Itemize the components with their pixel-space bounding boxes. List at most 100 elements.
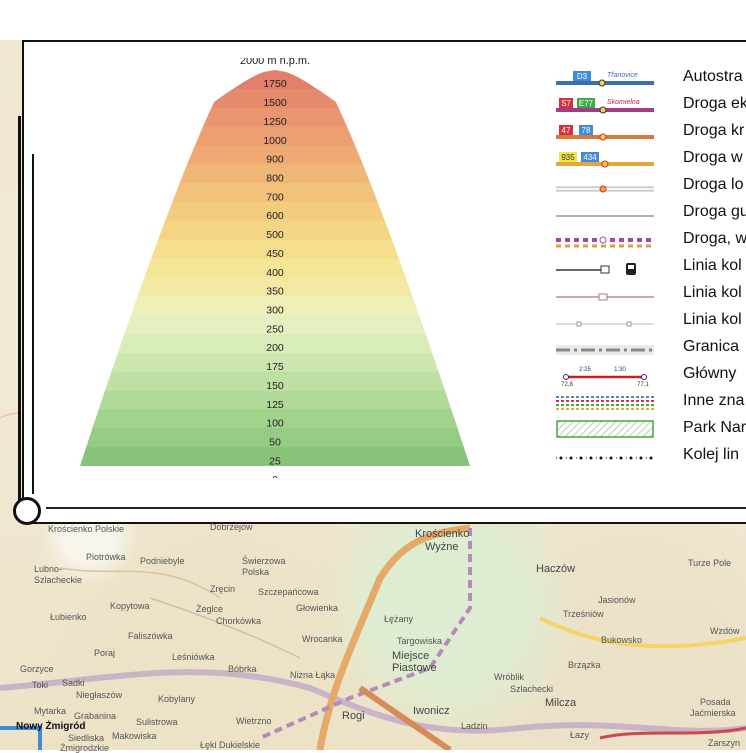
legend-label-railway-disused: Linia kol: [683, 311, 742, 328]
map-label[interactable]: Gorzyce: [20, 664, 54, 674]
map-label[interactable]: Łężany: [384, 614, 414, 624]
elevation-level-label: 500: [266, 229, 284, 241]
map-label[interactable]: Sulistrowa: [136, 717, 178, 727]
map-label[interactable]: Trześniów: [563, 609, 604, 619]
map-label[interactable]: Łęki Dukielskie: [200, 740, 261, 750]
legend-label-express-road: Droga ek: [683, 95, 746, 112]
map-label[interactable]: Targowiska: [397, 636, 443, 646]
legend-row-express-road: S7 E77 Skomielna Droga ek: [555, 91, 746, 117]
elevation-level-label: 125: [266, 399, 284, 411]
map-label[interactable]: Bukowsko: [601, 635, 643, 645]
map-label[interactable]: Sadki: [62, 678, 85, 688]
map-label[interactable]: Świerzowa: [242, 556, 286, 566]
map-label[interactable]: Leśniówka: [172, 652, 215, 662]
elevation-band: [80, 409, 470, 429]
elevation-band: [80, 371, 470, 392]
map-label[interactable]: Milcza: [545, 697, 577, 709]
map-label[interactable]: Bóbrka: [228, 664, 257, 674]
map-label[interactable]: Polska: [242, 567, 270, 577]
elevation-band: [80, 447, 470, 466]
elevation-level-label: 300: [266, 304, 284, 316]
elevation-band: [80, 258, 470, 278]
legend-label-local-road: Droga lo: [683, 176, 744, 193]
map-label[interactable]: Piotrówka: [86, 552, 126, 562]
elevation-level-label: 250: [266, 323, 284, 335]
map-label[interactable]: Kopytowa: [110, 601, 150, 611]
vertical-scale-bar-outer: [18, 116, 21, 512]
other-trails-symbol-icon: [556, 396, 654, 410]
map-label[interactable]: Niegłaszów: [76, 690, 123, 700]
map-label[interactable]: Iwonicz: [413, 705, 450, 717]
map-label[interactable]: Siedliska: [68, 733, 105, 743]
badge-s7-icon: [559, 98, 573, 108]
elevation-level-label: 100: [266, 418, 284, 430]
map-label[interactable]: Żmigrodzkie: [60, 743, 110, 753]
municipal-road-symbol-icon: [556, 215, 654, 217]
map-label[interactable]: Wrocanka: [302, 634, 343, 644]
railway-secondary-symbol-icon: [556, 293, 654, 301]
map-label[interactable]: Brzązka: [568, 660, 601, 670]
svg-text:2:25: 2:25: [579, 367, 591, 373]
legend-row-other-trails: Inne zna: [555, 388, 746, 414]
motorway-symbol-icon: D3 Třanovice: [556, 71, 654, 87]
map-label[interactable]: Zarszyn: [708, 738, 741, 748]
map-label[interactable]: Poraj: [94, 648, 116, 658]
map-label[interactable]: Lubno-: [34, 564, 63, 574]
map-label[interactable]: Nizna Łąka: [290, 670, 336, 680]
map-label[interactable]: Wzdów: [710, 626, 740, 636]
map-label[interactable]: Wróblik: [494, 672, 524, 682]
map-label[interactable]: Krościenko: [415, 528, 470, 540]
map-label[interactable]: Dobrzejow: [210, 522, 253, 532]
badge-d3-icon: [573, 71, 591, 81]
svg-text:434: 434: [583, 153, 597, 162]
border-symbol-icon: [556, 345, 654, 355]
map-label[interactable]: Kobylany: [158, 694, 196, 704]
map-label[interactable]: Wietrzno: [236, 716, 272, 726]
elevation-level-label: 1250: [263, 116, 287, 128]
map-label[interactable]: Łubienko: [50, 612, 87, 622]
map-label[interactable]: Zręcin: [210, 584, 236, 594]
map-label[interactable]: Krościenko Polskie: [48, 524, 125, 534]
elevation-level-label: 450: [266, 248, 284, 260]
legend-row-voivodeship-road: 935 434 Droga w: [555, 145, 746, 171]
map-label[interactable]: Rogi: [342, 710, 365, 722]
elevation-level-label: 50: [269, 436, 281, 448]
elevation-band: [80, 277, 470, 297]
map-label[interactable]: Toki: [32, 680, 49, 690]
map-label[interactable]: Jasionów: [598, 595, 636, 605]
map-label[interactable]: Miejsce: [392, 650, 430, 662]
elevation-level-label: 1750: [263, 78, 287, 90]
elevation-band: [80, 390, 470, 410]
map-label[interactable]: Mytarka: [34, 706, 67, 716]
map-label[interactable]: Nowy Żmigród: [16, 721, 86, 732]
map-label[interactable]: Ladzin: [461, 721, 488, 731]
national-road-symbol-icon: 47 78: [556, 125, 654, 141]
map-label[interactable]: Szlacheckie: [34, 575, 83, 585]
map-label[interactable]: Jaćmierska: [690, 708, 736, 718]
legend-row-railway-main: Linia kol: [555, 253, 746, 279]
map-label[interactable]: Szlachecki: [510, 684, 554, 694]
map-label[interactable]: Grabanina: [74, 711, 117, 721]
voivodeship-road-symbol-icon: 935 434: [556, 152, 654, 168]
map-label[interactable]: Głowienka: [296, 603, 339, 613]
elevation-band: [80, 239, 470, 260]
map-label[interactable]: Turze Pole: [688, 558, 732, 568]
legend-label-voivodeship-road: Droga w: [683, 149, 743, 166]
map-label[interactable]: Łazy: [570, 730, 590, 740]
map-label[interactable]: Szczepańcowa: [258, 587, 319, 597]
map-label[interactable]: Żeglce: [196, 604, 224, 614]
map-label[interactable]: Posada: [700, 697, 731, 707]
svg-text:Skomielna: Skomielna: [607, 99, 640, 106]
svg-text:935: 935: [561, 153, 575, 162]
elevation-band: [80, 220, 470, 241]
map-label[interactable]: Wyżne: [425, 541, 459, 553]
map-label[interactable]: Piastowe: [392, 662, 437, 674]
map-label[interactable]: Podniebyle: [140, 556, 185, 566]
map-label[interactable]: Faliszówka: [128, 631, 173, 641]
map-label[interactable]: Chorkówka: [216, 616, 262, 626]
legend-row-municipal-road: Droga gu: [555, 199, 746, 225]
map-label[interactable]: Haczów: [536, 563, 576, 575]
map-label[interactable]: Makowiska: [112, 731, 157, 741]
legend-label-national-park: Park Nar: [683, 419, 746, 436]
legend-label-national-road: Droga kr: [683, 122, 745, 139]
